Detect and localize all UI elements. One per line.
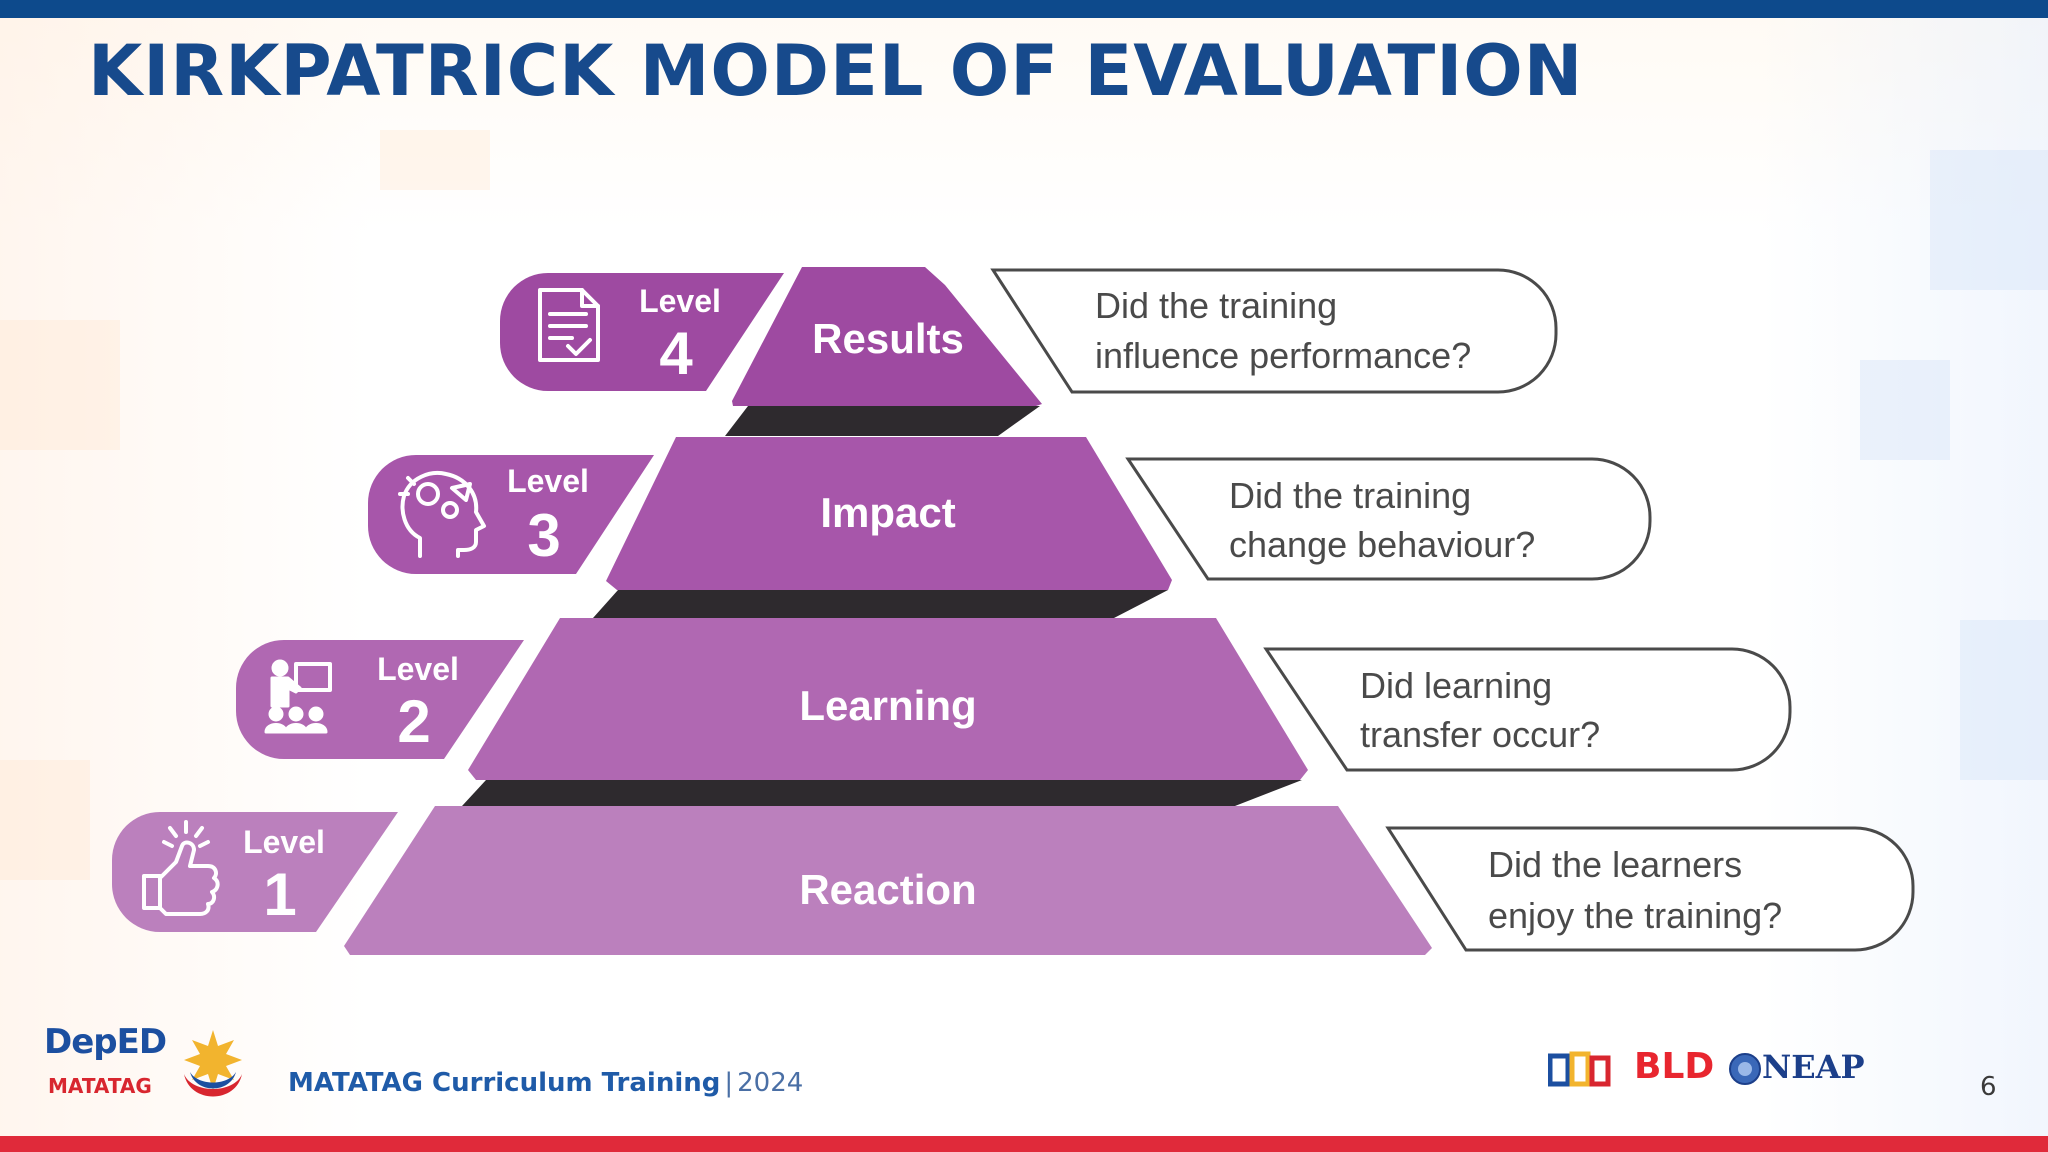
bld-logo: BLD (1634, 1046, 1715, 1087)
level-number-4: 4 (659, 320, 693, 387)
thumbs-up-icon (142, 820, 220, 916)
tier-name-reaction: Reaction (799, 866, 976, 913)
question-callout-4 (990, 268, 1558, 394)
footer-year: 2024 (737, 1068, 804, 1098)
background-block (0, 320, 120, 450)
tier-impact (606, 437, 1172, 590)
matatag-wordmark: MATATAG (48, 1074, 152, 1098)
tier-reaction (344, 806, 1432, 955)
footer-separator: | (724, 1068, 734, 1098)
tier-divider (593, 590, 1168, 618)
question-4-line-1: Did the training (1095, 285, 1337, 326)
question-2-line-1: Did learning (1360, 665, 1552, 706)
footer-program-text: MATATAG Curriculum Training | 2024 (288, 1068, 803, 1098)
level-label-2: Level (377, 651, 459, 687)
tier-divider (462, 780, 1302, 806)
level-label-4: Level (639, 283, 721, 319)
deped-logo: DepED (44, 1022, 167, 1062)
tier-divider (725, 406, 1040, 436)
document-checklist-icon (538, 288, 600, 362)
tier-name-impact: Impact (820, 489, 955, 536)
background-block (1960, 620, 2048, 780)
bhrod-logo (1548, 1051, 1611, 1087)
question-callout-2 (1263, 647, 1792, 772)
question-1-line-2: enjoy the training? (1488, 895, 1782, 936)
classroom-presentation-icon (264, 659, 332, 734)
tier-results (732, 267, 1042, 406)
neap-emblem-icon (1729, 1053, 1761, 1085)
tier-learning (468, 618, 1308, 780)
head-gears-icon (398, 471, 486, 558)
level-number-2: 2 (397, 688, 430, 755)
background-block (0, 760, 90, 880)
question-2-line-2: transfer occur? (1360, 714, 1600, 755)
level-number-3: 3 (527, 502, 560, 569)
tier-name-results: Results (812, 315, 964, 362)
page-number: 6 (1980, 1072, 1997, 1102)
tier-name-learning: Learning (799, 682, 976, 729)
question-1-line-1: Did the learners (1488, 844, 1742, 885)
footer-program: MATATAG Curriculum Training (288, 1068, 721, 1098)
slide-title: KIRKPATRICK MODEL OF EVALUATION (88, 30, 1584, 112)
top-accent-bar (0, 0, 2048, 18)
bottom-accent-bar (0, 1136, 2048, 1152)
matatag-logo: MATATAG (48, 1074, 152, 1098)
background-block (1930, 150, 2048, 290)
question-3-line-1: Did the training (1229, 475, 1471, 516)
deped-wordmark: DepED (44, 1022, 167, 1062)
background-block (380, 130, 490, 190)
level-label-1: Level (243, 824, 325, 860)
level-number-1: 1 (263, 861, 296, 928)
level-label-3: Level (507, 463, 589, 499)
level-badge-3 (368, 455, 654, 574)
question-callout-3 (1125, 457, 1652, 581)
question-callout-1 (1385, 826, 1915, 952)
neap-logo: NEAP (1762, 1048, 1865, 1086)
question-3-line-2: change behaviour? (1229, 524, 1535, 565)
background-block (1860, 360, 1950, 460)
question-4-line-2: influence performance? (1095, 335, 1471, 376)
bagong-pilipinas-seal (184, 1030, 242, 1097)
